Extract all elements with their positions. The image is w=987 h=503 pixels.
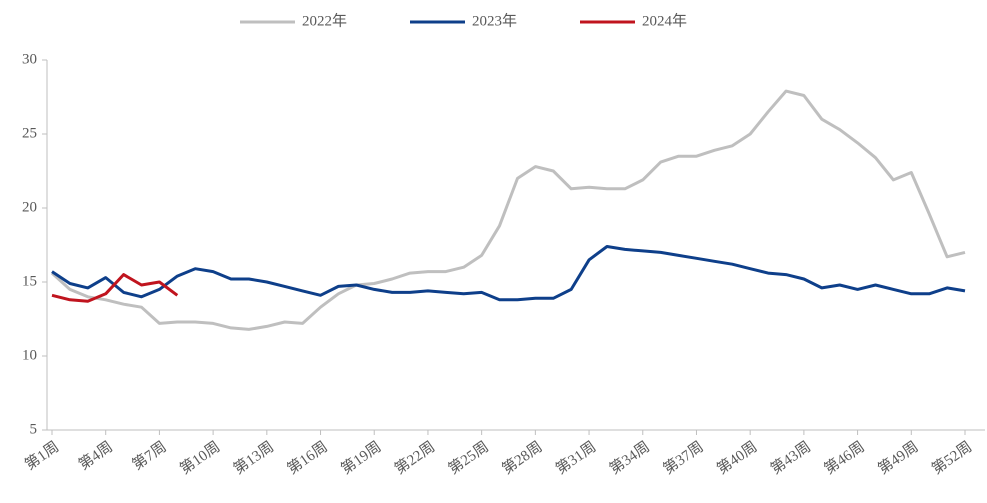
x-tick-label: 第40周 xyxy=(713,437,760,478)
y-tick-label: 15 xyxy=(22,273,37,289)
x-tick-label: 第43周 xyxy=(767,437,814,478)
x-tick-label: 第1周 xyxy=(21,437,62,473)
y-tick-label: 25 xyxy=(22,125,37,141)
x-tick-label: 第25周 xyxy=(445,437,492,478)
x-tick-label: 第34周 xyxy=(606,437,653,478)
y-tick-label: 5 xyxy=(30,421,38,437)
x-tick-label: 第49周 xyxy=(874,437,921,478)
legend-label: 2022年 xyxy=(302,12,347,29)
x-tick-label: 第7周 xyxy=(129,437,170,473)
x-tick-label: 第16周 xyxy=(284,437,331,478)
x-tick-label: 第10周 xyxy=(176,437,223,478)
x-tick-label: 第52周 xyxy=(928,437,975,478)
series-line xyxy=(50,89,966,331)
x-tick-label: 第28周 xyxy=(498,437,545,478)
x-tick-label: 第22周 xyxy=(391,437,438,478)
y-tick-label: 10 xyxy=(22,347,37,363)
x-tick-label: 第46周 xyxy=(821,437,868,478)
x-tick-label: 第37周 xyxy=(660,437,707,478)
x-tick-label: 第19周 xyxy=(337,437,384,478)
legend-label: 2023年 xyxy=(472,12,517,29)
y-tick-label: 20 xyxy=(22,199,37,215)
legend-label: 2024年 xyxy=(642,12,687,29)
y-tick-label: 30 xyxy=(22,51,37,67)
series-line xyxy=(51,273,179,303)
x-tick-label: 第4周 xyxy=(75,437,116,473)
x-tick-label: 第13周 xyxy=(230,437,277,478)
x-tick-label: 第31周 xyxy=(552,437,599,478)
series-line xyxy=(51,245,966,302)
